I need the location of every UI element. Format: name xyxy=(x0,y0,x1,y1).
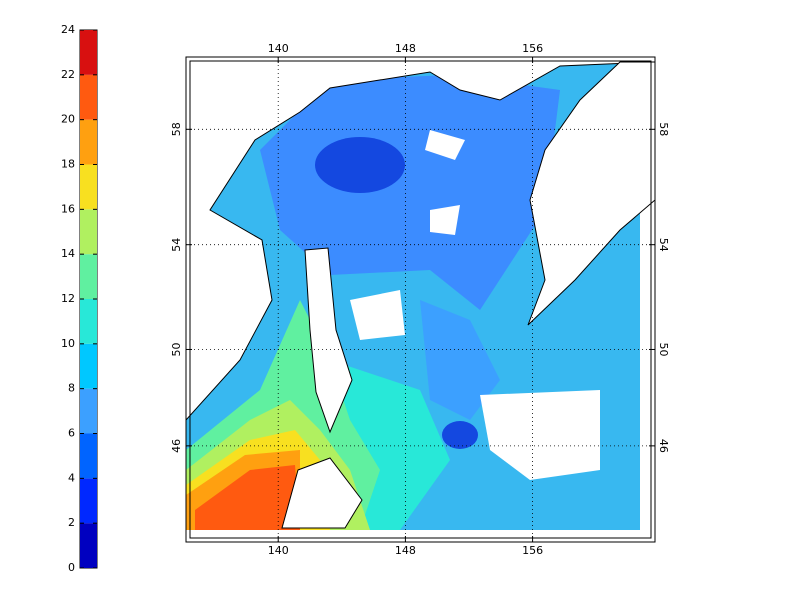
colorbar-tick-label: 18 xyxy=(61,158,75,171)
lon-label-bottom: 156 xyxy=(522,544,543,557)
land xyxy=(186,57,655,421)
axes xyxy=(186,57,655,542)
colorbar-tick-label: 4 xyxy=(68,471,75,484)
lat-label-left: 50 xyxy=(170,342,183,356)
lat-label-left: 54 xyxy=(170,238,183,252)
colorbar-tick-label: 10 xyxy=(61,337,75,350)
lon-label-bottom: 148 xyxy=(395,544,416,557)
field-blank xyxy=(186,530,655,542)
colorbar-tick-label: 2 xyxy=(68,516,75,529)
land xyxy=(281,457,363,529)
field-gap xyxy=(425,130,465,160)
colorbar-tick-label: 8 xyxy=(68,382,75,395)
colorbar-segment xyxy=(80,343,97,389)
colorbar-segment xyxy=(80,388,97,434)
field-patch xyxy=(442,421,478,449)
colorbar-tick-label: 12 xyxy=(61,292,75,305)
colorbar-segment xyxy=(80,523,97,568)
lat-label-right: 54 xyxy=(657,238,670,252)
lat-label-left: 58 xyxy=(170,122,183,136)
field-gap xyxy=(430,205,460,235)
land xyxy=(304,247,353,434)
field-gap xyxy=(350,290,405,340)
colorbar-tick-label: 14 xyxy=(61,247,75,260)
colorbar-segment xyxy=(80,164,97,210)
lat-label-right: 50 xyxy=(657,342,670,356)
field-patch xyxy=(260,75,560,310)
colorbar-tick-label: 22 xyxy=(61,68,75,81)
colorbar-segment xyxy=(80,74,97,120)
map-frame-inner xyxy=(189,60,652,539)
lat-label-right: 58 xyxy=(657,122,670,136)
field-gap xyxy=(480,390,600,480)
colorbar-tick-label: 24 xyxy=(61,23,75,36)
colorbar-segment xyxy=(80,119,97,165)
colorbar-segment xyxy=(80,254,97,299)
colorbar-segment xyxy=(80,433,97,479)
field-patch xyxy=(315,137,405,193)
lon-label-top: 148 xyxy=(395,42,416,55)
map-frame xyxy=(185,56,656,543)
lon-label-top: 140 xyxy=(268,42,289,55)
field xyxy=(186,57,655,542)
colorbar-tick-label: 6 xyxy=(68,427,75,440)
colorbar-segment xyxy=(80,299,97,344)
field-patch xyxy=(195,465,300,530)
colorbar-segment xyxy=(80,478,97,524)
colorbar-tick-label: 16 xyxy=(61,202,75,215)
lon-label-bottom: 140 xyxy=(268,544,289,557)
lat-label-left: 46 xyxy=(170,439,183,453)
lon-label-top: 156 xyxy=(522,42,543,55)
colorbar-segment xyxy=(80,30,97,75)
colorbar-tick-label: 0 xyxy=(68,561,75,574)
lat-label-right: 46 xyxy=(657,439,670,453)
land xyxy=(527,61,655,326)
colorbar-segment xyxy=(80,209,97,255)
field-patch xyxy=(420,300,500,420)
colorbar-tick-label: 20 xyxy=(61,113,75,126)
